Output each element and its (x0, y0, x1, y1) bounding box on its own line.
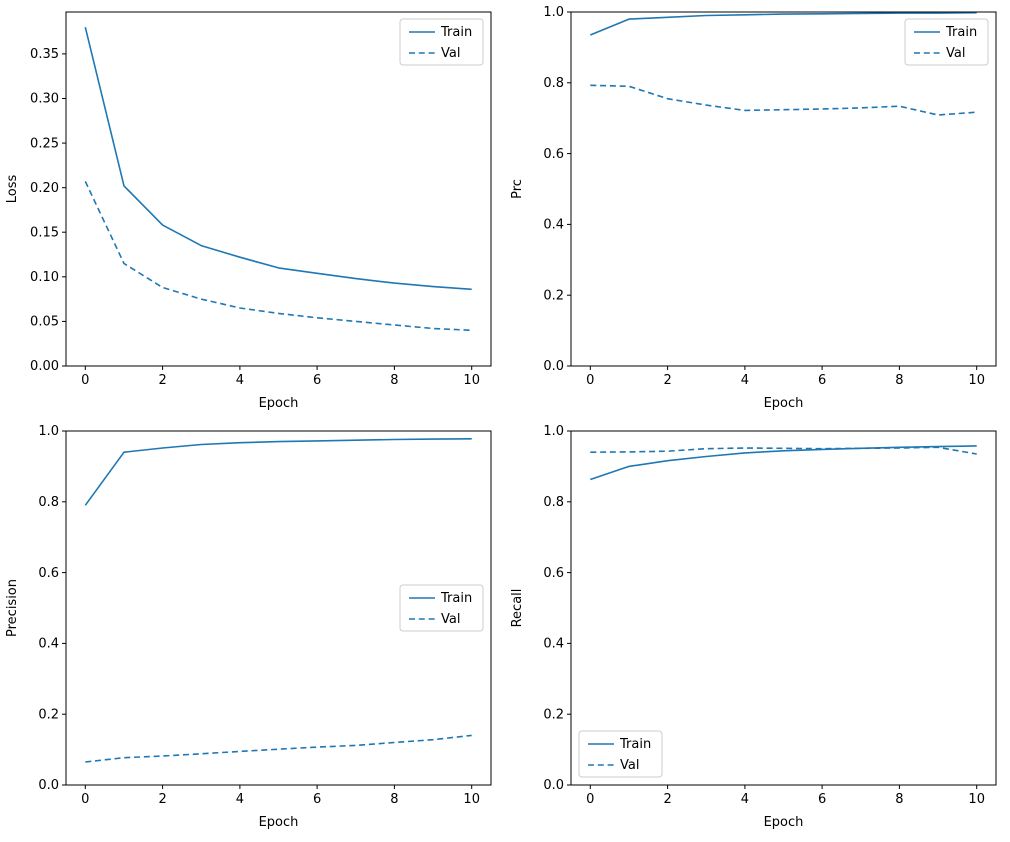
series-train-line (589, 11, 977, 36)
x-tick-label: 8 (390, 373, 398, 388)
x-tick-label: 10 (463, 792, 480, 807)
y-tick-label: 0.25 (30, 136, 59, 151)
y-tick-label: 0.0 (38, 778, 59, 793)
legend-label-train: Train (619, 737, 651, 752)
precision-chart-svg: 0 2 4 6 8 10 0.0 0.2 0.4 0.6 0.8 1.0 Epoch Precision T… (5, 424, 492, 830)
axes-frame (65, 430, 492, 786)
series-train-line (590, 445, 977, 481)
y-axis-label: Prc (510, 179, 525, 199)
prc-chart: 0 2 4 6 8 10 0.0 0.2 0.4 0.6 0.8 1.0 Epoch Prc Train Va… (505, 0, 1010, 419)
x-tick-label: 8 (895, 373, 903, 388)
y-tick-label: 0.00 (30, 359, 59, 374)
legend-label-val: Val (946, 46, 965, 61)
y-tick-label: 0.10 (30, 270, 59, 285)
y-axis-label: Loss (5, 175, 20, 204)
y-tick-label: 0.8 (543, 495, 564, 510)
x-tick-label: 6 (313, 792, 321, 807)
recall-chart: 0 2 4 6 8 10 0.0 0.2 0.4 0.6 0.8 1.0 Epoch Recall Trai… (505, 419, 1010, 838)
prc-chart-svg: 0 2 4 6 8 10 0.0 0.2 0.4 0.6 0.8 1.0 Epoch Prc Train Va… (510, 5, 997, 411)
x-tick-label: 8 (390, 792, 398, 807)
y-tick-label: 0.8 (38, 495, 59, 510)
y-tick-label: 0.4 (38, 637, 59, 652)
x-tick-label: 2 (158, 792, 166, 807)
series-val-line (590, 446, 977, 455)
legend: Train Val (399, 584, 484, 632)
x-tick-label: 6 (818, 792, 826, 807)
y-tick-label: 1.0 (543, 5, 564, 20)
loss-chart-svg: 0 2 4 6 8 10 0.00 0.05 0.10 0.15 0.20 0.25 0.30 0.35 E… (5, 11, 492, 411)
loss-chart: 0 2 4 6 8 10 0.00 0.05 0.10 0.15 0.20 0.25 0.30 0.35 E… (0, 0, 505, 419)
x-tick-label: 2 (663, 792, 671, 807)
y-tick-label: 1.0 (38, 424, 59, 439)
y-tick-label: 0.2 (543, 707, 564, 722)
x-tick-label: 10 (463, 373, 480, 388)
y-tick-label: 0.6 (543, 147, 564, 162)
y-tick-label: 0.6 (38, 566, 59, 581)
precision-chart: 0 2 4 6 8 10 0.0 0.2 0.4 0.6 0.8 1.0 Epoch Precision T… (0, 419, 505, 838)
y-tick-label: 0.2 (38, 707, 59, 722)
axes-frame (570, 11, 997, 367)
x-tick-label: 0 (81, 792, 89, 807)
legend: Train Val (399, 18, 484, 66)
y-tick-label: 0.35 (30, 47, 59, 62)
y-tick-label: 0.4 (543, 637, 564, 652)
recall-chart-svg: 0 2 4 6 8 10 0.0 0.2 0.4 0.6 0.8 1.0 Epoch Recall Trai… (510, 424, 997, 830)
y-tick-label: 1.0 (543, 424, 564, 439)
legend-label-val: Val (441, 46, 460, 61)
x-tick-label: 10 (968, 373, 985, 388)
x-tick-label: 0 (586, 792, 594, 807)
x-tick-label: 2 (158, 373, 166, 388)
legend-label-val: Val (441, 612, 460, 627)
legend: Train Val (904, 18, 989, 66)
y-tick-label: 0.8 (543, 76, 564, 91)
x-tick-label: 2 (663, 373, 671, 388)
x-tick-label: 6 (818, 373, 826, 388)
x-tick-label: 4 (741, 792, 749, 807)
x-axis-label: Epoch (764, 815, 804, 830)
series-val-line (590, 84, 977, 116)
x-tick-label: 6 (313, 373, 321, 388)
x-axis-label: Epoch (764, 396, 804, 411)
y-axis-label: Precision (5, 579, 20, 637)
legend-label-val: Val (620, 758, 639, 773)
axes-frame (65, 11, 492, 367)
x-tick-label: 0 (81, 373, 89, 388)
y-tick-label: 0.20 (30, 181, 59, 196)
x-tick-label: 0 (586, 373, 594, 388)
x-tick-label: 4 (236, 373, 244, 388)
series-val-line (84, 181, 472, 332)
x-axis-label: Epoch (259, 396, 299, 411)
legend-label-train: Train (440, 25, 472, 40)
legend-label-train: Train (945, 25, 977, 40)
series-train-line (84, 27, 472, 291)
y-tick-label: 0.05 (30, 315, 59, 330)
legend-label-train: Train (440, 591, 472, 606)
x-tick-label: 8 (895, 792, 903, 807)
series-train-line (84, 438, 472, 506)
x-tick-label: 4 (741, 373, 749, 388)
y-tick-label: 0.0 (543, 359, 564, 374)
y-tick-label: 0.4 (543, 218, 564, 233)
axes-frame (570, 430, 997, 786)
y-tick-label: 0.0 (543, 778, 564, 793)
series-val-line (85, 734, 472, 763)
x-tick-label: 10 (968, 792, 985, 807)
y-tick-label: 0.6 (543, 566, 564, 581)
y-tick-label: 0.15 (30, 225, 59, 240)
legend: Train Val (578, 730, 663, 778)
y-tick-label: 0.2 (543, 288, 564, 303)
x-tick-label: 4 (236, 792, 244, 807)
y-axis-label: Recall (510, 589, 525, 628)
y-tick-label: 0.30 (30, 92, 59, 107)
x-axis-label: Epoch (259, 815, 299, 830)
